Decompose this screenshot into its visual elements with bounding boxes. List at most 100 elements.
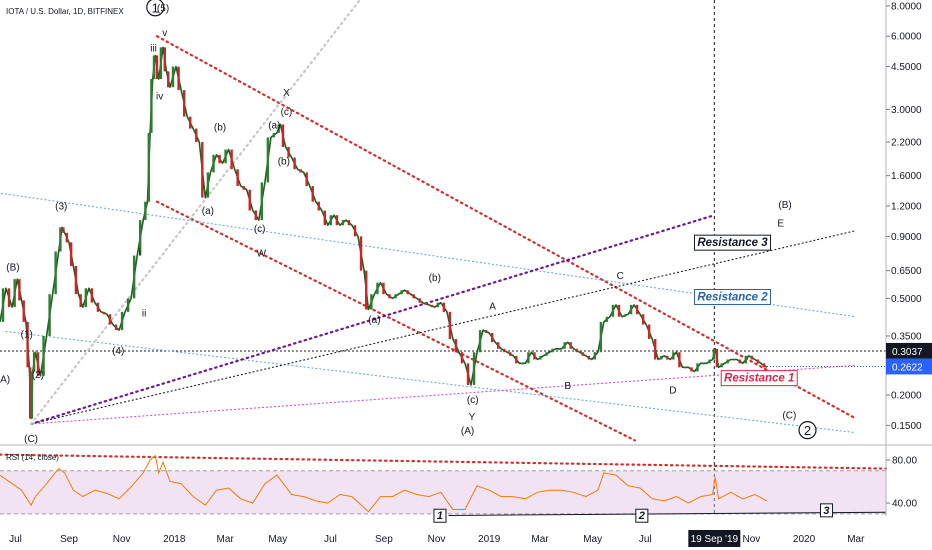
svg-text:(B): (B)	[6, 263, 19, 274]
svg-text:1: 1	[437, 510, 443, 522]
price-tick-label: 6.0000	[891, 32, 922, 43]
trendline-8[interactable]	[29, 0, 365, 426]
rsi-axis[interactable]: 80.00 40.00	[886, 456, 917, 510]
trendline-3[interactable]	[0, 192, 857, 318]
price-tick-label: 1.6000	[891, 171, 922, 182]
time-tick-label: 2018	[163, 534, 186, 545]
price-candle	[521, 363, 524, 365]
reference-price-badge: 0.3037	[886, 342, 932, 359]
svg-text:Y: Y	[469, 412, 476, 423]
wave-label: (b)	[278, 156, 290, 167]
rsi-trendline-upper[interactable]	[0, 453, 888, 470]
svg-text:(B): (B)	[778, 200, 791, 211]
price-candle	[120, 311, 124, 331]
price-candle	[167, 71, 170, 88]
trendline-6[interactable]	[30, 230, 857, 425]
price-candle	[254, 210, 257, 221]
price-candle	[248, 189, 251, 211]
rsi-wave-label: 1	[433, 508, 447, 523]
price-candle	[69, 242, 73, 266]
price-candle	[84, 288, 88, 308]
svg-text:E: E	[777, 218, 784, 229]
time-tick-label: Jul	[324, 534, 337, 545]
price-candle	[503, 348, 506, 353]
svg-text:(2): (2)	[32, 370, 44, 381]
wave-label: X	[283, 88, 290, 99]
price-candle	[236, 169, 239, 187]
svg-text:(b): (b)	[278, 156, 290, 167]
price-candle	[497, 342, 500, 349]
price-candle	[430, 304, 433, 308]
price-candle	[114, 324, 118, 331]
price-candle	[587, 355, 590, 360]
price-candle	[647, 324, 651, 340]
price-candle	[159, 47, 163, 80]
price-candle	[406, 290, 409, 295]
price-candle	[472, 352, 476, 385]
price-tick-label: 3.0000	[891, 105, 922, 116]
price-axis[interactable]: 8.0000 6.0000 4.5000 3.0000 2.2000 1.6000 1.20…	[885, 0, 932, 516]
price-candle	[32, 352, 36, 372]
svg-text:(c): (c)	[281, 107, 293, 118]
wave-labels: 1(5)viiiiviii(B)(1)(2)(A)(C)(3)(4)(a)(b)…	[0, 0, 817, 445]
svg-text:i: i	[139, 248, 141, 259]
price-candle	[527, 352, 530, 364]
trendline-5[interactable]	[29, 214, 716, 426]
wave-label: (a)	[268, 121, 280, 132]
trendline-2[interactable]	[155, 200, 637, 442]
resistance-label-3[interactable]: Resistance 1	[720, 370, 798, 387]
trendline-4[interactable]	[5, 330, 857, 434]
price-candle	[715, 348, 719, 368]
wave-label: (5)	[157, 3, 169, 14]
svg-text:(A): (A)	[461, 426, 474, 437]
price-candle	[48, 294, 51, 336]
price-candle	[376, 282, 379, 295]
current-price-badge: 0.2622	[886, 358, 932, 375]
price-candle	[400, 290, 403, 295]
rsi-band-fill	[0, 470, 886, 514]
price-candle	[412, 294, 415, 299]
price-candle	[750, 355, 754, 360]
price-candle	[545, 352, 548, 356]
rsi-trendline-lower[interactable]	[448, 511, 887, 516]
price-candle	[720, 363, 723, 368]
wave-label: (c)	[467, 395, 479, 406]
price-candle	[59, 227, 62, 252]
price-tick-label: 4.5000	[891, 62, 922, 73]
price-candle	[557, 348, 560, 350]
resistance-label-2[interactable]: Resistance 2	[693, 288, 771, 305]
price-candle	[206, 172, 210, 198]
svg-text:(1): (1)	[21, 329, 33, 340]
date-marker-badge: 19 Sep '19	[688, 530, 741, 547]
wave-label: (3)	[55, 202, 67, 213]
svg-text:(3): (3)	[55, 202, 67, 213]
price-candle	[684, 367, 687, 369]
price-candle	[484, 330, 488, 334]
svg-text:(C): (C)	[24, 434, 38, 445]
price-candle	[712, 348, 716, 360]
svg-text:iv: iv	[156, 91, 163, 102]
time-axis[interactable]: Jul Sep Nov 2018 Mar May Jul Sep Nov 2019 Mar May Ju…	[0, 529, 932, 547]
wave-label: (b)	[214, 123, 226, 134]
time-tick-label: Jul	[9, 534, 22, 545]
time-tick-label: Mar	[217, 534, 235, 545]
svg-text:(b): (b)	[214, 123, 226, 134]
price-candle	[478, 330, 482, 353]
wave-label: A	[489, 301, 496, 312]
price-candle	[102, 311, 106, 315]
price-candle	[448, 311, 452, 340]
price-candle	[28, 367, 32, 419]
price-candle	[155, 55, 159, 80]
time-tick-label: Mar	[531, 534, 549, 545]
price-candle	[617, 304, 621, 317]
trendline-1[interactable]	[155, 35, 857, 420]
trendline-7[interactable]	[30, 364, 857, 425]
price-candle	[581, 352, 584, 356]
price-candle	[79, 294, 82, 308]
resistance-label-1[interactable]: Resistance 3	[693, 234, 771, 251]
price-candle	[569, 342, 572, 349]
svg-text:1: 1	[152, 0, 159, 15]
wave-label: iv	[156, 91, 163, 102]
wave-label: (a)	[202, 206, 214, 217]
price-tick-label: 8.0000	[891, 1, 922, 12]
